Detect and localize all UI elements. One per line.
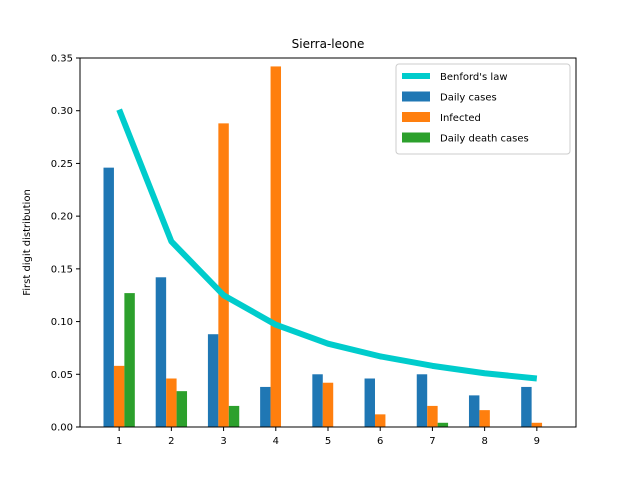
chart-title: Sierra-leone (292, 37, 365, 51)
bar-infected-7 (427, 405, 438, 427)
y-tick-label: 0.30 (51, 106, 73, 117)
bar-daily-cases-8 (468, 395, 480, 427)
bar-daily-death-cases-1 (124, 293, 135, 427)
x-tick-label: 1 (116, 436, 122, 447)
legend-box (395, 63, 571, 155)
bar-infected-4 (270, 66, 282, 427)
bar-daily-death-cases-7 (437, 422, 449, 427)
bar-infected-8 (479, 410, 490, 427)
y-axis-title: First digit distribution (22, 189, 33, 296)
legend-swatch-bar (402, 112, 430, 122)
bar-infected-2 (166, 378, 177, 427)
legend-label: Daily cases (440, 93, 497, 104)
y-tick-label: 0.05 (51, 370, 73, 381)
legend-label: Infected (440, 113, 481, 124)
bar-daily-cases-9 (521, 386, 532, 427)
bar-daily-death-cases-2 (176, 391, 188, 427)
x-tick-label: 6 (377, 436, 383, 447)
bar-infected-1 (113, 365, 125, 427)
x-tick-label: 7 (429, 436, 435, 447)
y-tick-label: 0.25 (51, 159, 73, 170)
y-tick-label: 0.15 (51, 264, 73, 275)
x-tick-label: 9 (534, 436, 540, 447)
legend-swatch-bar (402, 132, 430, 143)
bar-daily-cases-6 (364, 378, 375, 427)
bar-daily-cases-3 (207, 334, 219, 427)
legend-swatch-bar (402, 91, 430, 102)
y-tick-label: 0.00 (51, 423, 73, 434)
bar-infected-5 (322, 382, 334, 427)
legend-label: Benford's law (440, 72, 508, 83)
bar-daily-cases-1 (103, 167, 114, 427)
x-tick-label: 5 (325, 436, 331, 447)
x-tick-label: 8 (481, 436, 487, 447)
bar-infected-6 (374, 414, 386, 427)
legend-label: Daily death cases (440, 134, 529, 145)
plot-area: 1 2 3 4 5 6 7 8 9 0.00 0.05 0.10 0.15 0.20 0.25 0.30 0.3… (51, 54, 577, 447)
y-tick-label: 0.20 (51, 212, 73, 223)
bar-daily-cases-5 (312, 374, 323, 427)
bar-daily-cases-7 (416, 374, 428, 427)
x-tick-label: 3 (220, 436, 226, 447)
benford-line (116, 108, 538, 382)
x-tick-label: 2 (168, 436, 174, 447)
bar-daily-cases-2 (155, 277, 167, 427)
bar-daily-cases-4 (260, 386, 271, 427)
y-tick-label: 0.35 (51, 54, 73, 65)
bar-daily-death-cases-3 (228, 405, 240, 427)
x-tick-label: 4 (273, 436, 279, 447)
bar-infected-9 (531, 422, 543, 427)
bar-infected-3 (218, 123, 229, 427)
legend: Benford's law Daily cases Infected Daily de… (395, 63, 571, 155)
y-tick-label: 0.10 (51, 317, 73, 328)
